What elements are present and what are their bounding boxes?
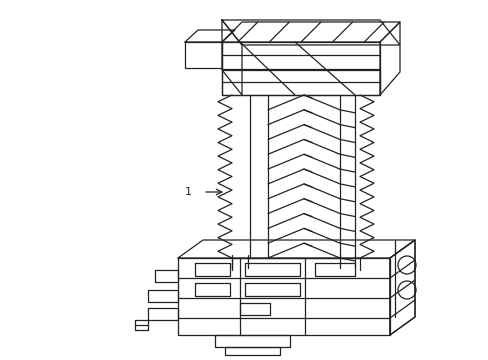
Text: 1: 1: [184, 187, 192, 197]
